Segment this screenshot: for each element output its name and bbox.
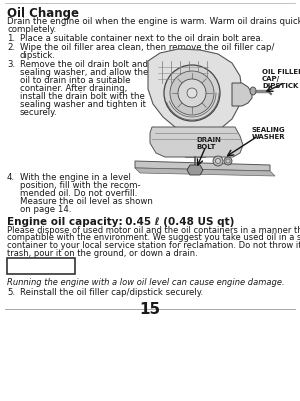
Circle shape <box>226 159 230 163</box>
Text: With the engine in a level: With the engine in a level <box>20 173 131 182</box>
Ellipse shape <box>187 88 197 98</box>
Polygon shape <box>135 161 270 171</box>
Text: Measure the oil level as shown: Measure the oil level as shown <box>20 197 153 206</box>
Polygon shape <box>148 49 242 133</box>
Text: Please dispose of used motor oil and the oil containers in a manner that is: Please dispose of used motor oil and the… <box>7 226 300 235</box>
FancyBboxPatch shape <box>7 258 75 274</box>
Circle shape <box>213 156 223 166</box>
Circle shape <box>215 158 220 164</box>
Text: sealing washer and tighten it: sealing washer and tighten it <box>20 100 146 109</box>
Polygon shape <box>187 165 203 175</box>
Text: DRAIN
BOLT: DRAIN BOLT <box>196 137 221 150</box>
Text: Drain the engine oil when the engine is warm. Warm oil drains quickly and: Drain the engine oil when the engine is … <box>7 17 300 26</box>
Text: mended oil. Do not overfill.: mended oil. Do not overfill. <box>20 189 137 198</box>
Ellipse shape <box>250 87 256 95</box>
Text: 4.: 4. <box>7 173 15 182</box>
Text: OIL FILLER
CAP/
DIPSTICK: OIL FILLER CAP/ DIPSTICK <box>262 69 300 89</box>
Text: 5.: 5. <box>7 288 15 297</box>
Text: position, fill with the recom-: position, fill with the recom- <box>20 181 141 190</box>
Ellipse shape <box>178 79 206 107</box>
Text: SEALING
WASHER: SEALING WASHER <box>252 127 286 140</box>
Text: 15: 15 <box>140 302 160 317</box>
Polygon shape <box>232 83 252 106</box>
Text: completely.: completely. <box>7 25 56 34</box>
Text: compatible with the environment. We suggest you take used oil in a sealed: compatible with the environment. We sugg… <box>7 233 300 243</box>
Circle shape <box>224 157 232 165</box>
Text: 0.45 ℓ (0.48 US qt): 0.45 ℓ (0.48 US qt) <box>118 217 234 227</box>
Polygon shape <box>150 127 243 157</box>
Ellipse shape <box>164 65 220 121</box>
Text: Place a suitable container next to the oil drain bolt area.: Place a suitable container next to the o… <box>20 34 263 43</box>
Text: dipstick.: dipstick. <box>20 51 56 60</box>
Text: install the drain bolt with the: install the drain bolt with the <box>20 92 145 101</box>
Text: oil to drain into a suitable: oil to drain into a suitable <box>20 76 130 85</box>
Text: Running the engine with a low oil level can cause engine damage.: Running the engine with a low oil level … <box>7 278 285 287</box>
Text: 1.: 1. <box>7 34 15 43</box>
Text: trash, pour it on the ground, or down a drain.: trash, pour it on the ground, or down a … <box>7 249 198 257</box>
Text: Remove the oil drain bolt and: Remove the oil drain bolt and <box>20 60 148 69</box>
Text: on page 14.: on page 14. <box>20 205 71 214</box>
Text: Reinstall the oil filler cap/dipstick securely.: Reinstall the oil filler cap/dipstick se… <box>20 288 203 297</box>
Text: NOTICE: NOTICE <box>21 258 61 268</box>
Text: securely.: securely. <box>20 108 58 117</box>
Text: container to your local service station for reclamation. Do not throw it in the: container to your local service station … <box>7 241 300 250</box>
Text: 3.: 3. <box>7 60 15 69</box>
Text: Engine oil capacity:: Engine oil capacity: <box>7 217 123 227</box>
Text: 2.: 2. <box>7 43 15 52</box>
Ellipse shape <box>170 71 214 115</box>
Text: Wipe the oil filler area clean, then remove the oil filler cap/: Wipe the oil filler area clean, then rem… <box>20 43 275 52</box>
Text: sealing washer, and allow the: sealing washer, and allow the <box>20 68 148 77</box>
Polygon shape <box>135 168 275 176</box>
Text: container. After draining,: container. After draining, <box>20 84 127 93</box>
Text: Oil Change: Oil Change <box>7 7 79 20</box>
